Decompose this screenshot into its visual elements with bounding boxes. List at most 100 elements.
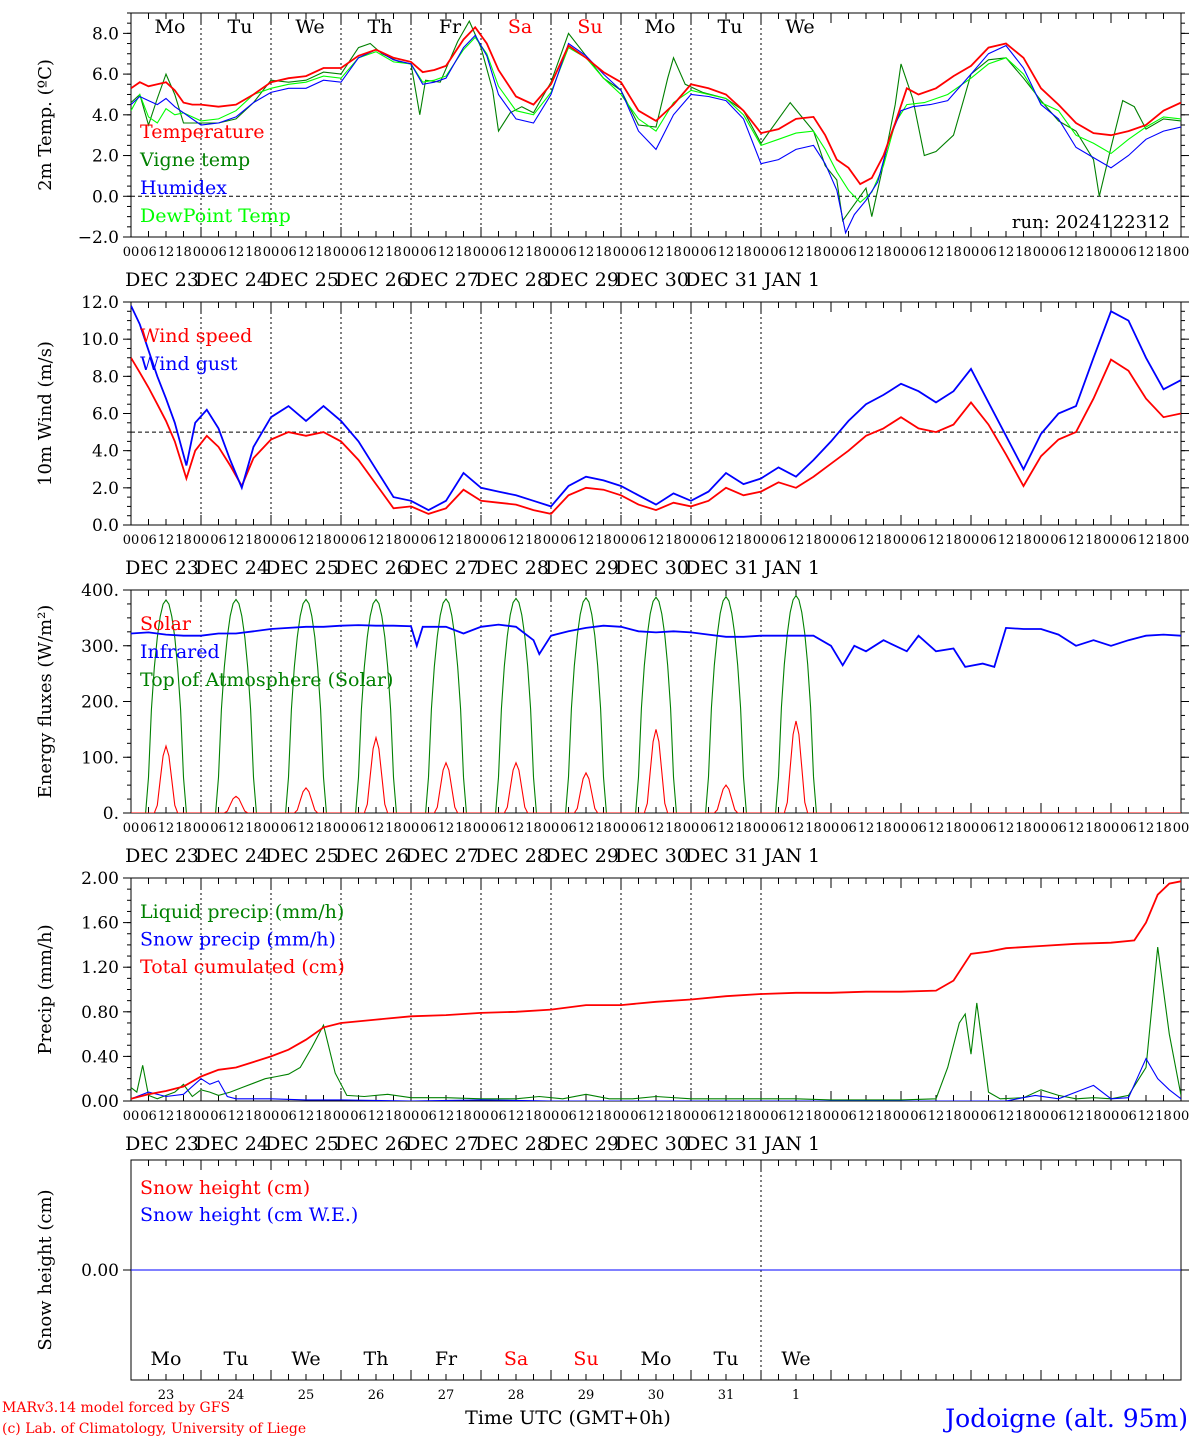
x-tick-label: 06 <box>770 245 787 260</box>
x-tick-label: 00 <box>403 1109 420 1124</box>
day-name-label: Tu <box>228 16 253 38</box>
x-tick-label: 00 <box>1173 533 1190 548</box>
panel-1: −2.00.02.04.06.08.02m Temp. (ºC)00 06 12 18… <box>35 12 1189 291</box>
x-tick-label: 18 <box>455 1109 472 1124</box>
date-label: DEC 30 <box>615 557 689 579</box>
date-label: DEC 31 <box>685 269 759 291</box>
x-tick-label: 00 <box>403 245 420 260</box>
y-tick-label: 2.0 <box>92 479 119 499</box>
x-tick-label: 18 <box>945 1109 962 1124</box>
x-tick-label: 18 <box>175 533 192 548</box>
x-tick-label: 18 <box>315 245 332 260</box>
x-tick-label: 00 <box>193 1109 210 1124</box>
x-tick-label: 12 <box>718 821 735 836</box>
x-tick-label: 18 <box>945 533 962 548</box>
legend-entry: Vigne temp <box>139 149 250 171</box>
x-tick-label: 12 <box>508 1109 525 1124</box>
date-label: DEC 27 <box>405 845 479 867</box>
y-tick-label: 8.0 <box>92 24 119 44</box>
date-label: JAN 1 <box>762 845 820 867</box>
x-tick-label: 00 <box>753 533 770 548</box>
y-tick-label: 0.0 <box>92 187 119 207</box>
x-tick-label: 06 <box>1120 821 1137 836</box>
x-tick-label: 12 <box>298 1109 315 1124</box>
x-tick-label: 12 <box>438 533 455 548</box>
x-tick-label: 00 <box>613 1109 630 1124</box>
date-label: DEC 31 <box>685 1133 759 1155</box>
day-name-label: Mo <box>645 16 676 38</box>
x-tick-label: 06 <box>350 245 367 260</box>
x-tick-label: 18 <box>385 533 402 548</box>
y-tick-label: 12.0 <box>81 293 119 313</box>
x-tick-label: 00 <box>333 821 350 836</box>
x-tick-label: 00 <box>193 245 210 260</box>
x-tick-label: 12 <box>1138 533 1155 548</box>
x-tick-label: 18 <box>455 533 472 548</box>
day-name-label: Sa <box>508 16 532 38</box>
x-tick-label: 18 <box>1155 1109 1172 1124</box>
day-name-label: Fr <box>435 1348 458 1370</box>
x-tick-label: 06 <box>700 1109 717 1124</box>
x-tick-label: 12 <box>368 533 385 548</box>
x-tick-label: 18 <box>315 821 332 836</box>
x-tick-label: 00 <box>263 1109 280 1124</box>
y-axis-label: 10m Wind (m/s) <box>35 341 56 486</box>
x-tick-label: 18 <box>1015 821 1032 836</box>
x-tick-label: 12 <box>928 1109 945 1124</box>
series-line-humidex <box>131 34 1181 235</box>
day-number-label: 31 <box>718 1388 735 1403</box>
x-tick-label: 00 <box>543 533 560 548</box>
x-tick-label: 12 <box>648 245 665 260</box>
date-label: DEC 26 <box>335 269 409 291</box>
x-tick-label: 18 <box>875 245 892 260</box>
x-tick-label: 06 <box>700 821 717 836</box>
station-name: Jodoigne (alt. 95m) <box>942 1404 1188 1433</box>
x-tick-label: 06 <box>560 821 577 836</box>
x-tick-label: 00 <box>823 821 840 836</box>
x-tick-label: 12 <box>298 821 315 836</box>
x-tick-label: 12 <box>508 821 525 836</box>
x-tick-label: 00 <box>683 245 700 260</box>
day-name-label: Fr <box>439 16 462 38</box>
x-tick-label: 12 <box>508 245 525 260</box>
day-number-label: 28 <box>508 1388 525 1403</box>
x-tick-label: 00 <box>263 533 280 548</box>
legend-entry: Snow height (cm) <box>140 1177 310 1199</box>
x-tick-label: 12 <box>228 245 245 260</box>
x-tick-label: 06 <box>350 821 367 836</box>
x-tick-label: 06 <box>140 1109 157 1124</box>
date-label: DEC 24 <box>195 269 269 291</box>
x-tick-label: 06 <box>910 1109 927 1124</box>
x-tick-label: 12 <box>298 245 315 260</box>
date-label: DEC 25 <box>265 845 339 867</box>
x-tick-label: 18 <box>805 821 822 836</box>
x-tick-label: 06 <box>140 821 157 836</box>
x-tick-label: 00 <box>823 245 840 260</box>
legend-entry: Wind gust <box>140 353 238 375</box>
x-tick-label: 18 <box>945 245 962 260</box>
x-tick-label: 18 <box>245 533 262 548</box>
x-tick-label: 12 <box>438 245 455 260</box>
x-tick-label: 12 <box>1138 821 1155 836</box>
x-tick-label: 12 <box>228 533 245 548</box>
date-label: DEC 23 <box>125 1133 199 1155</box>
date-label: DEC 29 <box>545 557 619 579</box>
legend-entry: Temperature <box>140 121 264 143</box>
x-tick-label: 18 <box>875 1109 892 1124</box>
x-tick-label: 00 <box>823 533 840 548</box>
day-number-label: 23 <box>158 1388 175 1403</box>
x-tick-label: 00 <box>333 1109 350 1124</box>
x-tick-label: 00 <box>893 533 910 548</box>
x-tick-label: 12 <box>368 821 385 836</box>
x-tick-label: 18 <box>1015 533 1032 548</box>
x-tick-label: 00 <box>123 1109 140 1124</box>
x-tick-label: 00 <box>683 533 700 548</box>
day-name-label: We <box>785 16 814 38</box>
x-tick-label: 00 <box>123 245 140 260</box>
series-line-vigne-temp <box>131 19 1181 223</box>
day-name-label: Su <box>577 16 602 38</box>
x-tick-label: 12 <box>858 1109 875 1124</box>
day-number-label: 24 <box>228 1388 245 1403</box>
x-tick-label: 12 <box>998 533 1015 548</box>
